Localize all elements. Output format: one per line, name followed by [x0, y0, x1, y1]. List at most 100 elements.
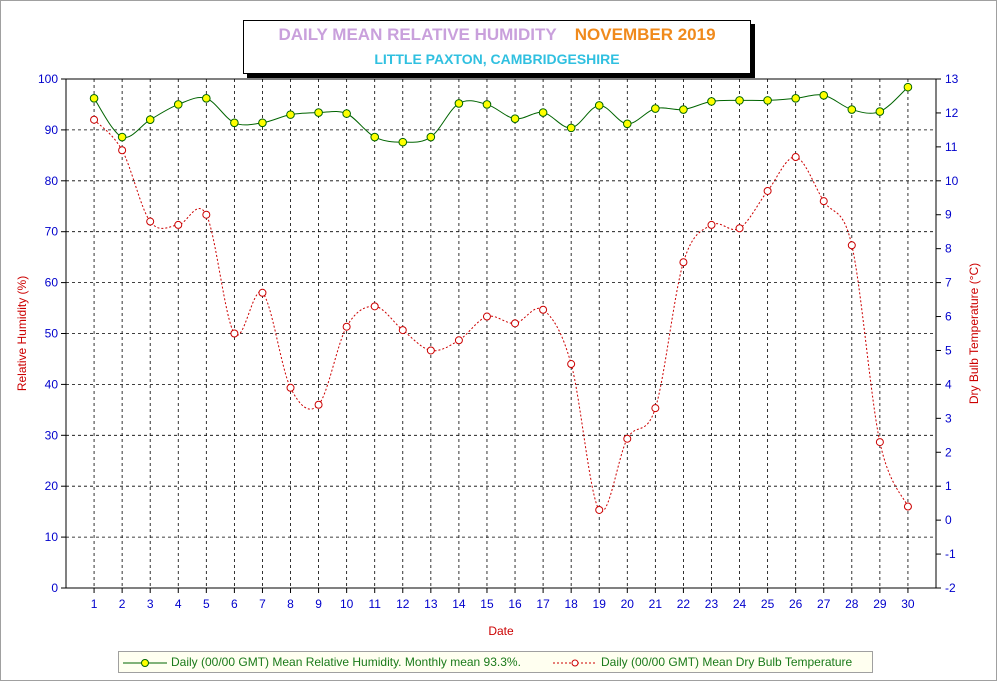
- x-tick-label: 25: [761, 597, 775, 611]
- x-tick-label: 15: [480, 597, 494, 611]
- humidity-point: [510, 114, 520, 124]
- x-tick-label: 30: [901, 597, 915, 611]
- y2-tick-label: 1: [945, 479, 952, 493]
- y2-tick-label: 0: [945, 513, 952, 527]
- x-tick-label: 22: [677, 597, 691, 611]
- x-tick-label: 7: [259, 597, 266, 611]
- humidity-point: [819, 90, 829, 100]
- temperature-point: [875, 438, 884, 447]
- humidity-point: [735, 96, 744, 105]
- temperature-point: [230, 329, 239, 338]
- humidity-point: [89, 94, 99, 103]
- title-line: DAILY MEAN RELATIVE HUMIDITY NOVEMBER 201…: [244, 25, 750, 45]
- y2-axis-title: Dry Bulb Temperature (°C): [967, 263, 981, 404]
- temperature-point: [735, 224, 744, 233]
- temperature-point: [202, 210, 211, 219]
- humidity-point: [847, 105, 857, 114]
- x-tick-label: 6: [231, 597, 238, 611]
- humidity-point: [202, 94, 211, 103]
- humidity-point: [342, 109, 351, 118]
- temperature-point: [539, 305, 548, 314]
- temperature-point: [146, 217, 155, 226]
- legend-item-temperature: Daily (00/00 GMT) Mean Dry Bulb Temperat…: [553, 655, 852, 669]
- legend-swatch-humidity: [123, 658, 167, 667]
- x-tick-label: 28: [845, 597, 859, 611]
- temperature-point: [651, 404, 660, 413]
- temperature-point: [679, 258, 688, 267]
- legend: Daily (00/00 GMT) Mean Relative Humidity…: [118, 651, 873, 673]
- y-tick-label: 40: [45, 377, 59, 391]
- x-tick-label: 13: [424, 597, 438, 611]
- y2-tick-label: 7: [945, 276, 952, 290]
- temperature-point: [398, 326, 407, 335]
- temperature-point: [903, 502, 912, 511]
- temperature-point: [286, 383, 295, 392]
- y-tick-label: 0: [51, 581, 58, 595]
- y2-tick-label: 3: [945, 411, 952, 425]
- y-axis-title: Relative Humidity (%): [15, 276, 29, 391]
- humidity-point: [538, 108, 548, 117]
- x-tick-label: 3: [147, 597, 154, 611]
- y-tick-label: 20: [45, 479, 59, 493]
- humidity-point: [791, 94, 800, 103]
- temperature-point: [314, 400, 323, 409]
- y2-tick-label: 6: [945, 310, 952, 324]
- humidity-point: [314, 108, 323, 117]
- humidity-point: [370, 132, 380, 142]
- temperature-point: [454, 336, 463, 345]
- temperature-point: [791, 153, 800, 162]
- y-tick-label: 100: [38, 72, 58, 86]
- y2-tick-label: -2: [945, 581, 956, 595]
- y2-tick-label: 8: [945, 242, 952, 256]
- temperature-point: [511, 319, 520, 328]
- x-tick-label: 24: [733, 597, 747, 611]
- temperature-point: [707, 220, 716, 229]
- y2-tick-label: -1: [945, 547, 956, 561]
- temperature-point: [482, 312, 491, 321]
- temperature-point: [623, 434, 632, 443]
- title-box: DAILY MEAN RELATIVE HUMIDITY NOVEMBER 201…: [243, 20, 751, 74]
- legend-item-humidity: Daily (00/00 GMT) Mean Relative Humidity…: [123, 655, 521, 669]
- x-tick-label: 18: [564, 597, 578, 611]
- temperature-point: [763, 186, 772, 195]
- x-tick-label: 29: [873, 597, 887, 611]
- x-tick-label: 12: [396, 597, 410, 611]
- x-tick-label: 11: [368, 597, 381, 611]
- temperature-point: [342, 322, 351, 331]
- humidity-point: [482, 100, 492, 109]
- temperature-point: [118, 146, 127, 155]
- legend-label-humidity: Daily (00/00 GMT) Mean Relative Humidity…: [171, 655, 521, 669]
- y-tick-label: 70: [45, 225, 59, 239]
- humidity-point: [286, 110, 295, 119]
- x-tick-label: 27: [817, 597, 831, 611]
- x-tick-label: 5: [203, 597, 210, 611]
- humidity-point: [594, 101, 604, 110]
- humidity-point: [454, 99, 464, 108]
- legend-swatch-temperature: [553, 659, 597, 667]
- humidity-point: [230, 118, 239, 128]
- humidity-point: [763, 96, 772, 105]
- x-tick-label: 8: [287, 597, 294, 611]
- humidity-point: [875, 107, 885, 116]
- y-tick-label: 30: [45, 428, 59, 442]
- y2-tick-label: 9: [945, 208, 952, 222]
- x-tick-label: 26: [789, 597, 803, 611]
- y-tick-label: 80: [45, 174, 59, 188]
- humidity-point: [117, 132, 127, 142]
- chart-subtitle: LITTLE PAXTON, CAMBRIDGESHIRE: [374, 51, 620, 67]
- y2-tick-label: 4: [945, 377, 952, 391]
- x-tick-label: 14: [452, 597, 466, 611]
- y2-tick-label: 10: [945, 174, 959, 188]
- y2-tick-label: 12: [945, 106, 959, 120]
- humidity-point: [651, 104, 660, 113]
- humidity-point: [426, 132, 436, 142]
- temperature-point: [819, 197, 828, 206]
- x-tick-label: 2: [119, 597, 126, 611]
- chart-title: DAILY MEAN RELATIVE HUMIDITY: [278, 25, 557, 44]
- humidity-point: [566, 123, 576, 133]
- humidity-point: [622, 119, 632, 129]
- temperature-point: [567, 360, 576, 369]
- x-tick-label: 9: [315, 597, 322, 611]
